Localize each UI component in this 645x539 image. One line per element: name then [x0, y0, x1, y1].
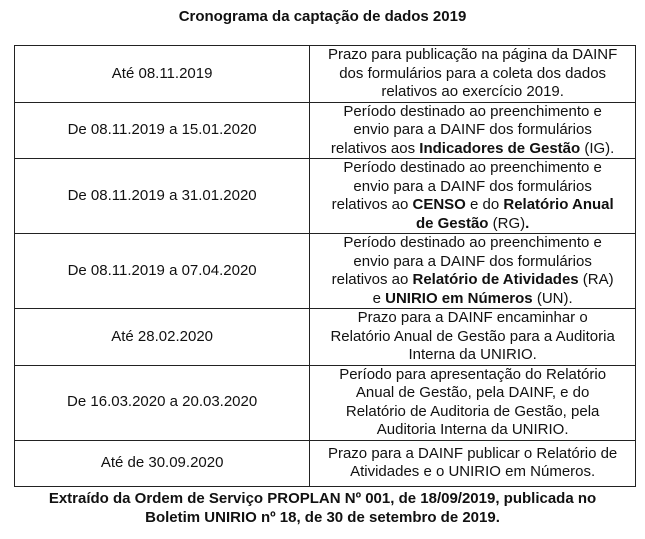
date-cell: De 08.11.2019 a 31.01.2020	[13, 158, 311, 234]
text: envio para a DAINF dos formulários	[353, 121, 592, 138]
description-line: Relatório Anual de Gestão para a Auditor…	[310, 328, 635, 347]
description-line: envio para a DAINF dos formulários	[310, 253, 635, 272]
description-line: relativos ao Relatório de Atividades (RA…	[310, 271, 635, 290]
description-cell: Prazo para a DAINF publicar o Relatório …	[309, 439, 636, 487]
description-line: Relatório de Auditoria de Gestão, pela	[310, 403, 635, 422]
text: e	[372, 289, 386, 307]
date-cell: De 08.11.2019 a 07.04.2020	[13, 233, 311, 309]
page-title: Cronograma da captação de dados 2019	[178, 8, 467, 25]
source-note: Extraído da Ordem de Serviço PROPLAN Nº …	[0, 489, 645, 527]
text: envio para a DAINF dos formulários	[353, 252, 592, 270]
description-line: Período destinado ao preenchimento e	[310, 103, 635, 122]
bold-text: UNIRIO em Números	[385, 289, 533, 307]
table-row: De 16.03.2020 a 20.03.2020 Período para a…	[13, 364, 636, 441]
description-line: Período destinado ao preenchimento e	[310, 159, 635, 178]
text: e do	[465, 196, 504, 213]
description-line: e UNIRIO em Números (UN).	[310, 290, 635, 309]
text: (RG)	[488, 214, 526, 232]
source-note-line-1: Extraído da Ordem de Serviço PROPLAN Nº …	[48, 490, 597, 507]
text: Interna da UNIRIO.	[408, 346, 537, 363]
text: relativos ao	[331, 196, 413, 213]
date-cell: De 16.03.2020 a 20.03.2020	[13, 364, 311, 441]
date-cell: Até de 30.09.2020	[13, 439, 311, 487]
text: Relatório de Auditoria de Gestão, pela	[345, 402, 600, 420]
text: Prazo para a DAINF publicar o Relatório …	[327, 444, 618, 462]
table-row: Até de 30.09.2020 Prazo para a DAINF publ…	[13, 439, 636, 487]
text: Auditoria Interna da UNIRIO.	[376, 421, 569, 438]
text: Prazo para a DAINF encaminhar o	[357, 309, 588, 326]
date-cell: Até 28.02.2020	[13, 308, 311, 366]
bold-text: Relatório Anual	[503, 196, 614, 213]
text: Anual de Gestão, pela DAINF, e do	[355, 384, 590, 401]
date-cell: Até 08.11.2019	[13, 45, 311, 103]
description-line: Período para apresentação do Relatório	[310, 366, 635, 385]
text: Período para apresentação do Relatório	[339, 365, 607, 383]
table-row: Até 08.11.2019 Prazo para publicação na p…	[13, 45, 636, 103]
text: Prazo para publicação na página da DAINF	[327, 46, 618, 63]
text: Relatório Anual de Gestão para a Auditor…	[330, 327, 615, 345]
description-cell: Prazo para publicação na página da DAINF…	[309, 45, 636, 103]
bold-text: Indicadores de Gestão	[419, 139, 581, 157]
source-note-line-2: Boletim UNIRIO nº 18, de 30 de setembro …	[145, 509, 500, 526]
text: (IG).	[580, 139, 615, 157]
bold-text: de Gestão	[415, 214, 489, 232]
bold-text: Relatório de Atividades	[412, 271, 579, 288]
text: Período destinado ao preenchimento e	[343, 159, 602, 176]
bold-text: CENSO	[412, 196, 466, 213]
description-cell: Período para apresentação do Relatório An…	[309, 364, 636, 441]
text: envio para a DAINF dos formulários	[353, 177, 592, 195]
text: relativos ao	[331, 271, 413, 288]
bold-text: .	[525, 214, 530, 232]
description-line: relativos ao CENSO e do Relatório Anual	[310, 196, 635, 215]
description-line: Auditoria Interna da UNIRIO.	[310, 421, 635, 440]
table-row: De 08.11.2019 a 07.04.2020 Período destin…	[13, 233, 636, 309]
description-line: envio para a DAINF dos formulários	[310, 121, 635, 140]
text: (UN).	[532, 289, 573, 307]
schedule-table: Até 08.11.2019 Prazo para publicação na p…	[13, 45, 636, 487]
description-line: Período destinado ao preenchimento e	[310, 234, 635, 253]
description-line: Prazo para a DAINF publicar o Relatório …	[310, 445, 635, 464]
description-cell: Período destinado ao preenchimento e envi…	[309, 158, 636, 234]
description-line: Atividades e o UNIRIO em Números.	[310, 463, 635, 482]
table-row: Até 28.02.2020 Prazo para a DAINF encamin…	[13, 308, 636, 366]
description-cell: Período destinado ao preenchimento e envi…	[309, 101, 636, 159]
text: (RA)	[578, 271, 614, 288]
description-line: Prazo para publicação na página da DAINF	[310, 46, 635, 65]
description-line: dos formulários para a coleta dos dados	[310, 65, 635, 84]
text: dos formulários para a coleta dos dados	[339, 64, 607, 82]
table-row: De 08.11.2019 a 15.01.2020 Período destin…	[13, 101, 636, 159]
description-line: Anual de Gestão, pela DAINF, e do	[310, 384, 635, 403]
description-line: de Gestão (RG).	[310, 215, 635, 234]
description-line: relativos ao exercício 2019.	[310, 83, 635, 102]
description-line: Interna da UNIRIO.	[310, 346, 635, 365]
description-line: envio para a DAINF dos formulários	[310, 178, 635, 197]
date-cell: De 08.11.2019 a 15.01.2020	[13, 101, 311, 159]
text: Atividades e o UNIRIO em Números.	[350, 463, 596, 480]
table-row: De 08.11.2019 a 31.01.2020 Período destin…	[13, 158, 636, 234]
text: relativos ao exercício 2019.	[381, 83, 564, 100]
description-line: Prazo para a DAINF encaminhar o	[310, 309, 635, 328]
description-line: relativos aos Indicadores de Gestão (IG)…	[310, 140, 635, 159]
text: Período destinado ao preenchimento e	[343, 234, 602, 251]
description-cell: Prazo para a DAINF encaminhar o Relatório…	[309, 308, 636, 366]
text: relativos aos	[330, 139, 420, 157]
text: Período destinado ao preenchimento e	[343, 102, 602, 120]
description-cell: Período destinado ao preenchimento e envi…	[309, 233, 636, 309]
